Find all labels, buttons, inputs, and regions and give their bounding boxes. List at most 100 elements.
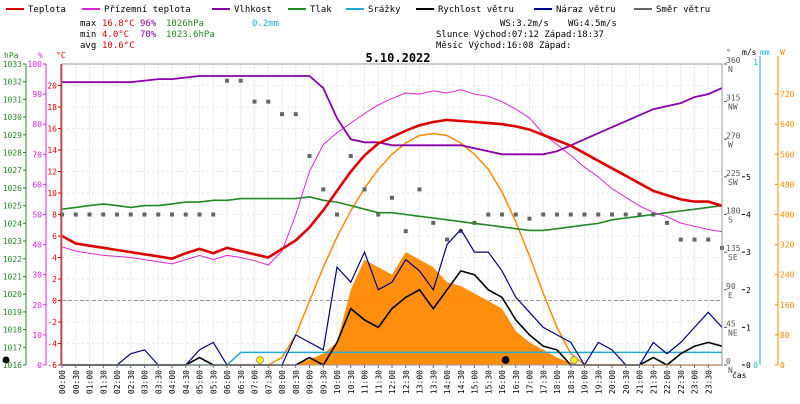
time-tick-label: 07:00 — [251, 370, 260, 394]
moon-marker — [2, 356, 10, 364]
time-tick-label: 12:30 — [402, 370, 411, 394]
time-tick-label: 08:00 — [278, 370, 287, 394]
stats-ws: WS:3.2m/s — [500, 19, 549, 29]
temperature-axis-tick-label: 20 — [47, 82, 57, 91]
solar-tick-label: 0 — [780, 361, 785, 370]
point-wind-direction — [706, 237, 711, 242]
point-wind-direction — [225, 78, 229, 83]
stats-max-hum: 96% — [140, 19, 157, 29]
humidity-axis-tick-label: 70 — [32, 150, 42, 159]
temperature-axis-tick-label: 4 — [52, 254, 57, 263]
temperature-axis-tick-label: 6 — [52, 232, 57, 241]
pressure-axis-tick-label: 1026 — [3, 184, 22, 193]
point-wind-direction — [252, 99, 257, 104]
time-tick-label: 21:00 — [636, 370, 645, 394]
solar-tick-label: 560 — [780, 150, 795, 159]
time-tick-label: 05:30 — [209, 370, 218, 394]
humidity-axis-tick-label: 30 — [32, 271, 42, 280]
point-wind-direction — [403, 229, 408, 234]
stats-min-hum: 70% — [140, 30, 157, 40]
sunrise-marker — [256, 356, 264, 364]
time-tick-label: 06:30 — [237, 370, 246, 394]
legend-label-temp: Teplota — [28, 5, 66, 15]
temperature-axis-tick-label: 12 — [47, 168, 57, 177]
wind-tick-label: 4 — [746, 211, 751, 220]
direction-compass-label: NW — [728, 103, 738, 112]
humidity-axis-tick-label: 20 — [32, 301, 42, 310]
stats-max-press: 1026hPa — [166, 19, 204, 29]
temperature-axis-tick-label: 16 — [47, 125, 57, 134]
stats-block: max 16.8°C 96% 1026hPa 0.2mm min 4.0°C 7… — [80, 19, 617, 51]
point-wind-direction — [197, 212, 202, 217]
humidity-axis-tick-label: 40 — [32, 241, 42, 250]
time-tick-label: 20:00 — [608, 370, 617, 394]
pressure-axis-tick-label: 1025 — [3, 202, 22, 211]
pressure-axis-tick-label: 1031 — [3, 95, 22, 104]
stats-min-label: min — [80, 30, 96, 40]
stats-avg-temp: 10.6°C — [102, 41, 135, 51]
point-wind-direction — [348, 153, 353, 158]
time-tick-label: 06:00 — [223, 370, 232, 394]
point-wind-direction — [445, 237, 449, 242]
pressure-axis-tick-label: 1032 — [3, 78, 22, 87]
time-tick-label: 23:00 — [691, 370, 700, 394]
point-wind-direction — [637, 212, 642, 217]
direction-tick-label: 135 — [726, 244, 741, 253]
humidity-axis-tick-label: 90 — [32, 90, 42, 99]
legend-label-dir: Směr větru — [656, 5, 710, 15]
point-wind-direction — [87, 212, 92, 217]
point-wind-direction — [293, 112, 298, 117]
time-tick-label: 16:30 — [512, 370, 521, 394]
time-tick-label: 11:30 — [374, 370, 383, 394]
direction-compass-label: NE — [728, 328, 738, 337]
point-wind-direction — [458, 229, 463, 234]
point-wind-direction — [610, 212, 614, 217]
direction-compass-label: SE — [728, 253, 738, 262]
point-wind-direction — [582, 212, 587, 217]
stats-min-press: 1023.6hPa — [166, 30, 215, 40]
temperature-axis-tick-label: 14 — [47, 146, 57, 155]
temperature-axis-unit: °C — [56, 51, 66, 60]
humidity-axis-tick-label: 50 — [32, 211, 42, 220]
point-wind-direction — [170, 212, 174, 217]
rain-tick-label: 1 — [753, 58, 758, 67]
solar-tick-label: 400 — [780, 211, 795, 220]
rain-unit: mm — [760, 48, 770, 57]
time-tick-label: 01:00 — [86, 370, 95, 394]
point-wind-direction — [115, 212, 119, 217]
time-tick-label: 12:00 — [388, 370, 397, 394]
point-wind-direction — [266, 99, 271, 104]
direction-compass-label: S — [728, 216, 733, 225]
time-tick-label: 13:00 — [416, 370, 425, 394]
time-tick-label: 11:00 — [361, 370, 370, 394]
pressure-axis-tick-label: 1022 — [3, 255, 22, 264]
time-tick-label: 05:00 — [196, 370, 205, 394]
solar-tick-label: 80 — [780, 331, 790, 340]
series-felt — [61, 89, 723, 266]
moonrise-marker — [501, 356, 510, 364]
wind-tick-label: 1 — [746, 323, 751, 332]
time-tick-label: 02:30 — [127, 370, 136, 394]
temperature-axis-tick-label: -6 — [47, 361, 57, 370]
point-wind-direction — [513, 212, 518, 217]
sunset-marker — [570, 356, 578, 364]
point-wind-direction — [678, 237, 683, 242]
temperature-axis-tick-label: 0 — [52, 297, 57, 306]
time-tick-label: 10:00 — [333, 370, 342, 394]
time-tick-label: 18:00 — [553, 370, 562, 394]
pressure-axis-tick-label: 1021 — [3, 272, 22, 281]
direction-compass-label: N — [728, 366, 733, 375]
pressure-axis-tick-label: 1029 — [3, 131, 22, 140]
time-tick-label: 15:30 — [484, 370, 493, 394]
point-wind-direction — [623, 212, 628, 217]
direction-tick-label: 45 — [726, 319, 736, 328]
point-wind-direction — [596, 212, 601, 217]
stats-wg: WG:4.5m/s — [568, 19, 617, 29]
pressure-axis-unit: hPa — [4, 51, 19, 60]
time-tick-label: 10:30 — [347, 370, 356, 394]
stats-max-temp: 16.8°C — [102, 19, 135, 29]
solar-tick-label: 240 — [780, 271, 795, 280]
solar-unit: W — [780, 48, 785, 57]
wind-tick-label: 3 — [746, 248, 751, 257]
direction-tick-label: 225 — [726, 169, 741, 178]
